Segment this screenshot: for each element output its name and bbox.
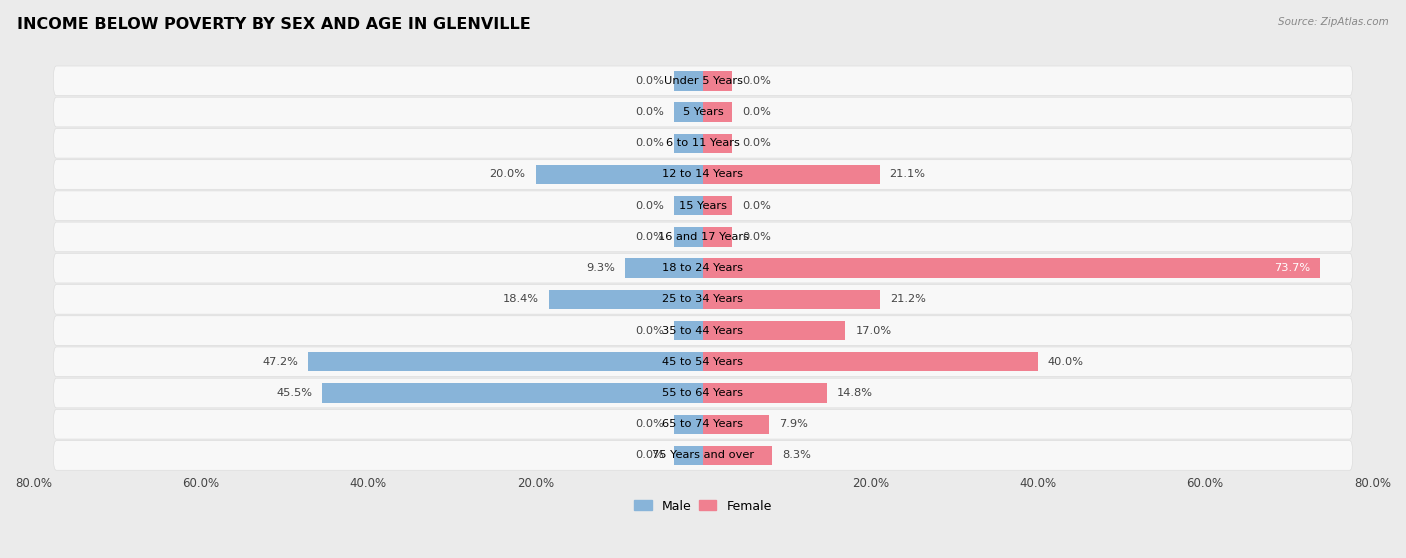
Bar [673, 227, 703, 247]
Text: 15 Years: 15 Years [679, 201, 727, 211]
Text: 55 to 64 Years: 55 to 64 Years [662, 388, 744, 398]
Bar [703, 352, 1038, 372]
Bar [536, 165, 703, 184]
Text: 20.0%: 20.0% [489, 170, 526, 180]
FancyBboxPatch shape [53, 253, 1353, 283]
Bar [673, 71, 703, 90]
Text: 40.0%: 40.0% [1047, 357, 1084, 367]
FancyBboxPatch shape [53, 316, 1353, 345]
Text: 9.3%: 9.3% [586, 263, 616, 273]
FancyBboxPatch shape [53, 128, 1353, 158]
Text: 65 to 74 Years: 65 to 74 Years [662, 419, 744, 429]
Text: 0.0%: 0.0% [634, 419, 664, 429]
Bar [322, 383, 703, 403]
FancyBboxPatch shape [53, 222, 1353, 252]
Text: 0.0%: 0.0% [742, 138, 772, 148]
Text: 0.0%: 0.0% [742, 76, 772, 86]
Text: 75 Years and over: 75 Years and over [652, 450, 754, 460]
Bar [548, 290, 703, 309]
Text: 14.8%: 14.8% [837, 388, 873, 398]
Text: Under 5 Years: Under 5 Years [664, 76, 742, 86]
Text: 5 Years: 5 Years [683, 107, 723, 117]
Text: 0.0%: 0.0% [742, 232, 772, 242]
Text: 0.0%: 0.0% [634, 325, 664, 335]
Bar [673, 415, 703, 434]
Legend: Male, Female: Male, Female [630, 494, 776, 518]
Text: 12 to 14 Years: 12 to 14 Years [662, 170, 744, 180]
Text: 0.0%: 0.0% [742, 201, 772, 211]
FancyBboxPatch shape [53, 441, 1353, 470]
FancyBboxPatch shape [53, 347, 1353, 377]
Bar [703, 196, 733, 215]
Bar [703, 321, 845, 340]
Text: 0.0%: 0.0% [742, 107, 772, 117]
Text: 0.0%: 0.0% [634, 107, 664, 117]
Bar [703, 290, 880, 309]
Text: Source: ZipAtlas.com: Source: ZipAtlas.com [1278, 17, 1389, 27]
Text: 45 to 54 Years: 45 to 54 Years [662, 357, 744, 367]
Text: 18 to 24 Years: 18 to 24 Years [662, 263, 744, 273]
FancyBboxPatch shape [53, 378, 1353, 408]
Bar [703, 102, 733, 122]
Bar [673, 446, 703, 465]
Text: 35 to 44 Years: 35 to 44 Years [662, 325, 744, 335]
Bar [308, 352, 703, 372]
Text: 6 to 11 Years: 6 to 11 Years [666, 138, 740, 148]
FancyBboxPatch shape [53, 97, 1353, 127]
Text: 0.0%: 0.0% [634, 232, 664, 242]
Bar [703, 133, 733, 153]
Bar [673, 321, 703, 340]
Bar [703, 227, 733, 247]
Text: 21.1%: 21.1% [890, 170, 925, 180]
Text: 18.4%: 18.4% [503, 295, 538, 304]
Text: 0.0%: 0.0% [634, 201, 664, 211]
FancyBboxPatch shape [53, 191, 1353, 220]
Text: 47.2%: 47.2% [262, 357, 298, 367]
FancyBboxPatch shape [53, 66, 1353, 95]
Text: 0.0%: 0.0% [634, 76, 664, 86]
Text: 17.0%: 17.0% [855, 325, 891, 335]
Bar [626, 258, 703, 278]
Text: 25 to 34 Years: 25 to 34 Years [662, 295, 744, 304]
Bar [703, 165, 880, 184]
Text: 21.2%: 21.2% [890, 295, 927, 304]
FancyBboxPatch shape [53, 160, 1353, 189]
Bar [673, 102, 703, 122]
Text: 7.9%: 7.9% [779, 419, 808, 429]
Bar [703, 71, 733, 90]
Text: 45.5%: 45.5% [276, 388, 312, 398]
Text: 0.0%: 0.0% [634, 450, 664, 460]
Bar [673, 133, 703, 153]
Bar [703, 258, 1320, 278]
Bar [673, 196, 703, 215]
Bar [703, 415, 769, 434]
Text: 73.7%: 73.7% [1274, 263, 1310, 273]
Text: 16 and 17 Years: 16 and 17 Years [658, 232, 748, 242]
Text: 8.3%: 8.3% [783, 450, 811, 460]
Text: 0.0%: 0.0% [634, 138, 664, 148]
Bar [703, 383, 827, 403]
Text: INCOME BELOW POVERTY BY SEX AND AGE IN GLENVILLE: INCOME BELOW POVERTY BY SEX AND AGE IN G… [17, 17, 530, 32]
Bar [703, 446, 772, 465]
FancyBboxPatch shape [53, 285, 1353, 314]
FancyBboxPatch shape [53, 410, 1353, 439]
